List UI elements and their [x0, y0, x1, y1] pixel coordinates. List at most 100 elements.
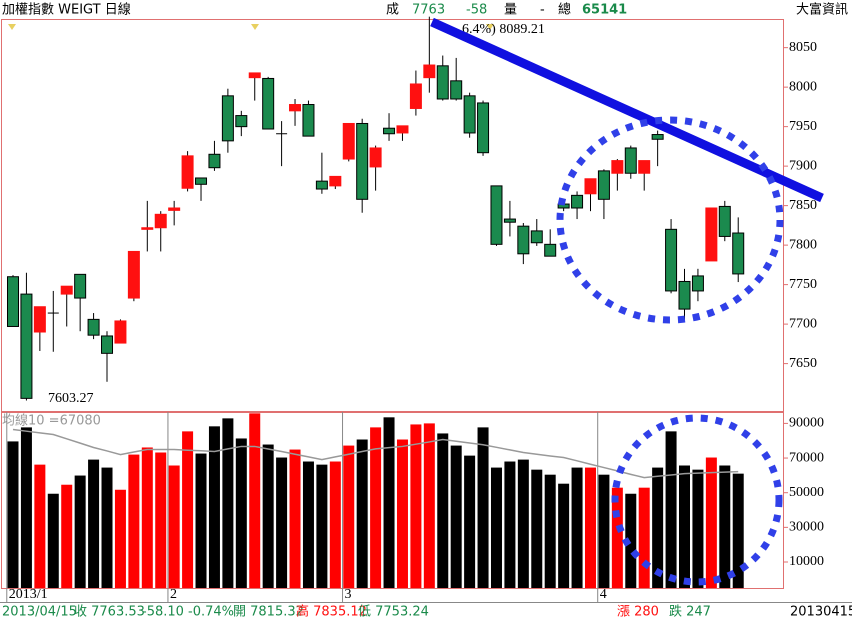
volume-bar [531, 469, 543, 588]
volume-bar [155, 452, 167, 588]
candle-body [718, 205, 731, 237]
volume-bar [141, 447, 153, 588]
volume-bar [61, 484, 73, 588]
volume-bar [316, 464, 328, 588]
volume-bar [410, 424, 422, 588]
volume-bar [517, 459, 529, 588]
volume-bar [168, 465, 180, 588]
price-panel [1, 19, 784, 412]
candle-body [530, 230, 543, 244]
candle-body [463, 95, 476, 134]
brand: 大富資訊 [796, 2, 848, 18]
volume-bar [329, 461, 341, 588]
candle-body [141, 227, 154, 230]
volume-bar [625, 493, 637, 588]
high-annotation: 6.4%) 8089.21 [462, 22, 545, 37]
volume-bar [611, 487, 623, 588]
footer-date: 2013/04/15 [2, 605, 77, 620]
y-tick-label: 7900 [789, 158, 817, 173]
change: -58 [466, 3, 487, 18]
volume-bar [705, 457, 717, 588]
volume-bar [235, 438, 247, 588]
candle-body [101, 335, 114, 354]
y-tick-label: 7650 [789, 356, 817, 371]
volume-bar [477, 427, 489, 588]
candle-body [315, 180, 328, 190]
ma-label: 均線10 =67080 [2, 413, 101, 429]
candle-body [127, 250, 140, 299]
volume-bar [719, 465, 731, 588]
volume-bar [208, 426, 220, 588]
volume-bar [598, 474, 610, 588]
x-tick-label: 4 [600, 587, 607, 602]
x-tick-label: 2 [170, 587, 177, 602]
trend-line [430, 17, 824, 203]
volume-bar [584, 467, 596, 588]
candle-body [490, 185, 503, 245]
candle-body [383, 127, 396, 135]
x-tick-label: 3 [345, 587, 352, 602]
candle-body [638, 160, 651, 174]
candle-body [396, 125, 409, 134]
candle-body [678, 280, 691, 310]
volume-bar [262, 444, 274, 588]
marker [251, 24, 259, 30]
volume-bar [302, 461, 314, 588]
volume-bar [101, 467, 113, 588]
candle-body [87, 318, 100, 336]
y-tick-label: 7750 [789, 277, 817, 292]
footer-pct: -0.74% [188, 605, 234, 620]
last: 7763 [412, 3, 445, 18]
volume-bar [249, 413, 261, 588]
footer-low: 低 7753.24 [358, 605, 429, 620]
volume-bar [652, 467, 664, 588]
y-tick-label: 8050 [789, 40, 817, 55]
total-word: 總 [558, 2, 571, 18]
candle-body [329, 175, 342, 187]
y-tick-label: 10000 [789, 554, 824, 569]
candle-body [597, 170, 610, 200]
candle-body [571, 194, 584, 209]
highlight-circle [611, 414, 783, 586]
candle-body [691, 275, 704, 292]
volume-bar [638, 487, 650, 588]
y-tick-label: 7850 [789, 198, 817, 213]
footer-open: 開 7815.32 [233, 605, 304, 620]
candle-body [195, 177, 208, 185]
candle-body [651, 134, 664, 140]
marker [8, 24, 16, 30]
y-tick-label: 90000 [789, 416, 824, 431]
volume-bar [571, 467, 583, 588]
candle-body [423, 64, 436, 79]
total: 65141 [582, 3, 627, 18]
volume-bar [182, 431, 194, 588]
candle-body [262, 77, 275, 130]
amount: - [540, 3, 545, 18]
candle-body [477, 102, 490, 154]
volume-bar [222, 418, 234, 588]
volume-bar [34, 464, 46, 588]
volume-bar [437, 433, 449, 588]
candle-body [60, 285, 73, 295]
volume-bar [665, 431, 677, 588]
volume-bar [423, 423, 435, 588]
candle-body [544, 243, 557, 257]
volume-bar [74, 475, 86, 588]
overlay [430, 17, 824, 586]
volume-bar [289, 449, 301, 588]
volume-bar [464, 455, 476, 588]
footer-close: 收 7763.53 [74, 605, 145, 620]
volume-bar [504, 461, 516, 588]
volume-bar [679, 465, 690, 588]
candle-body [517, 225, 530, 255]
candle-body [436, 65, 449, 100]
marker [486, 24, 494, 30]
footer-down: 跌 247 [669, 604, 711, 620]
volume-bar [128, 454, 140, 588]
volume-bar [490, 467, 502, 588]
candle-body [342, 122, 355, 160]
volume-bar [356, 439, 368, 588]
volume-bar [396, 439, 408, 588]
amount-word: 量 [504, 3, 517, 18]
